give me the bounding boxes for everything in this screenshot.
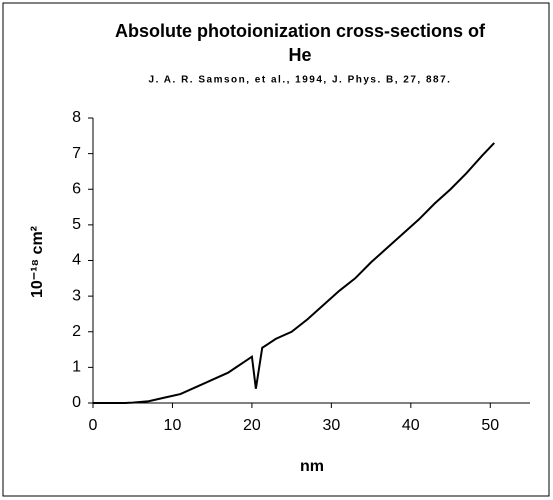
x-tick-label: 30 [322,417,340,434]
y-tick-label: 8 [72,109,81,126]
data-line [93,142,495,404]
x-tick-label: 0 [89,417,98,434]
x-tick-label: 50 [481,417,499,434]
y-tick-label: 6 [72,180,81,197]
y-tick-label: 5 [72,216,81,233]
x-tick-label: 10 [164,417,182,434]
y-tick-label: 0 [72,394,81,411]
x-axis-label: nm [300,458,324,475]
y-tick-label: 7 [72,145,81,162]
y-tick-label: 4 [72,252,81,269]
y-tick-label: 1 [72,359,81,376]
chart-title: Absolute photoionization cross-sections … [115,21,486,41]
chart-subtitle: J. A. R. Samson, et al., 1994, J. Phys. … [149,75,452,86]
y-tick-label: 2 [72,323,81,340]
y-axis-label: 10⁻¹⁸ cm² [29,226,46,298]
y-tick-label: 3 [72,287,81,304]
chart-title: He [288,45,311,65]
x-tick-label: 20 [243,417,261,434]
x-tick-label: 40 [402,417,420,434]
